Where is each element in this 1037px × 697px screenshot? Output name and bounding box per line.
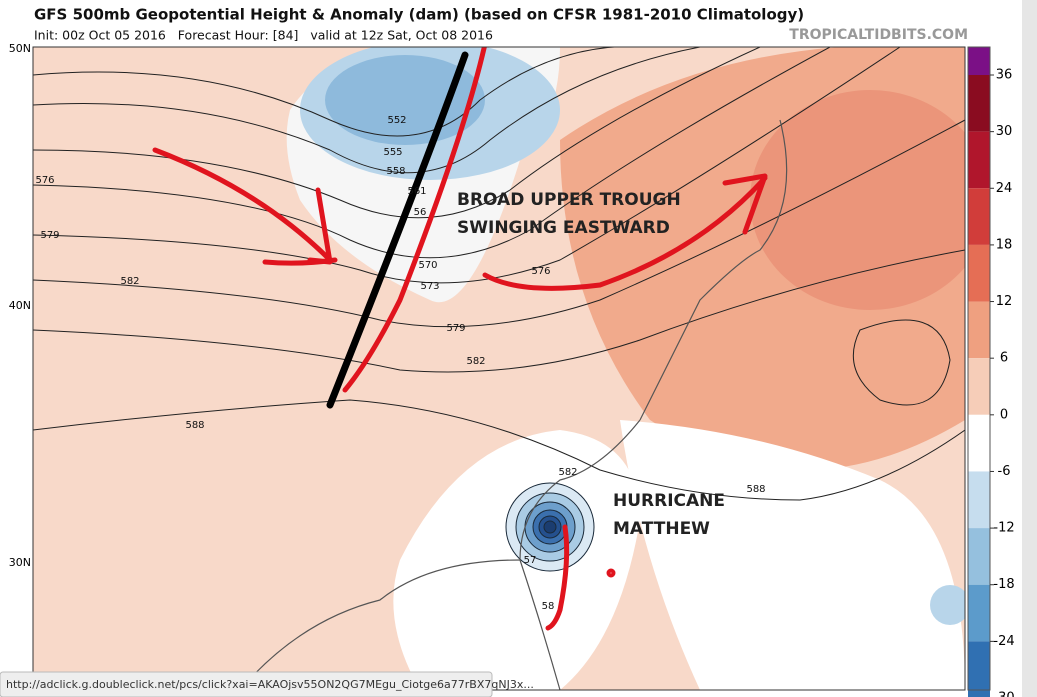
contour-label: 576 — [35, 175, 54, 186]
contour-label: 588 — [185, 420, 204, 431]
contour-label: 58 — [542, 601, 555, 612]
scrollbar[interactable] — [1022, 0, 1037, 697]
colorbar-band — [968, 244, 990, 302]
contour-label: 552 — [387, 115, 406, 126]
map-frame — [32, 46, 966, 691]
colorbar-label: -6 — [998, 464, 1011, 479]
colorbar-frame — [967, 46, 991, 691]
colorbar-label: 36 — [996, 68, 1013, 83]
contour-label: 588 — [746, 484, 765, 495]
title: GFS 500mb Geopotential Height & Anomaly … — [34, 6, 804, 24]
anomaly-cool — [930, 585, 965, 625]
contour-label: 579 — [40, 230, 59, 241]
anomaly-warm — [750, 90, 965, 310]
colorbar-label: -30 — [993, 691, 1014, 697]
colorbar-band — [968, 584, 990, 642]
colorbar-band — [968, 301, 990, 359]
watermark: TROPICALTIDBITS.COM — [789, 27, 968, 43]
hurricane-contours — [505, 482, 595, 572]
height-contours — [33, 47, 965, 501]
colorbar-band — [968, 47, 990, 75]
colorbar-label: 24 — [996, 181, 1013, 196]
colorbar: 36 30 24 18 12 6 0 -6 -12 -18 -24 -30 — [967, 46, 1015, 697]
coastline — [239, 119, 788, 690]
contour-label: 582 — [466, 356, 485, 367]
arrows — [152, 47, 768, 631]
lat-label: 40N — [9, 299, 31, 312]
colorbar-label: -12 — [993, 521, 1014, 536]
anomaly-cool — [325, 55, 485, 145]
subtitle: Init: 00z Oct 05 2016 Forecast Hour: [84… — [34, 28, 493, 43]
contour-label: 579 — [446, 323, 465, 334]
contour-label: 558 — [386, 166, 405, 177]
annotation: MATTHEW — [613, 519, 710, 539]
colorbar-band — [968, 131, 990, 189]
contour-label: 56 — [414, 207, 427, 218]
annotation: BROAD UPPER TROUGH — [457, 190, 681, 210]
colorbar-label: 6 — [1000, 351, 1008, 366]
contour-label: 555 — [383, 147, 402, 158]
colorbar-band — [968, 528, 990, 585]
trough-axis — [326, 51, 469, 409]
contour-label: 576 — [531, 266, 550, 277]
status-url: http://adclick.g.doubleclick.net/pcs/cli… — [6, 678, 534, 691]
colorbar-label: 0 — [1000, 407, 1008, 422]
contour-label: 582 — [120, 276, 139, 287]
contour-label: 573 — [420, 281, 439, 292]
annotation: SWINGING EASTWARD — [457, 218, 670, 238]
colorbar-label: 12 — [996, 294, 1013, 309]
contour-label: 570 — [418, 260, 437, 271]
colorbar-label: 18 — [996, 237, 1013, 252]
colorbar-label: 30 — [996, 124, 1013, 139]
anomaly-neutral — [620, 420, 965, 690]
lat-label: 50N — [9, 42, 31, 55]
contour-label: 582 — [558, 467, 577, 478]
colorbar-band — [968, 414, 990, 472]
contour-label: 57 — [524, 555, 537, 566]
colorbar-label: -18 — [993, 577, 1014, 592]
lat-label: 30N — [9, 556, 31, 569]
annotation: HURRICANE — [613, 491, 725, 511]
colorbar-band — [968, 75, 990, 132]
colorbar-band — [968, 358, 990, 415]
status-bar — [0, 671, 493, 697]
colorbar-band — [968, 188, 990, 245]
colorbar-band — [968, 641, 990, 697]
colorbar-label: -24 — [993, 634, 1014, 649]
contour-label: 561 — [407, 186, 426, 197]
colorbar-band — [968, 471, 990, 529]
